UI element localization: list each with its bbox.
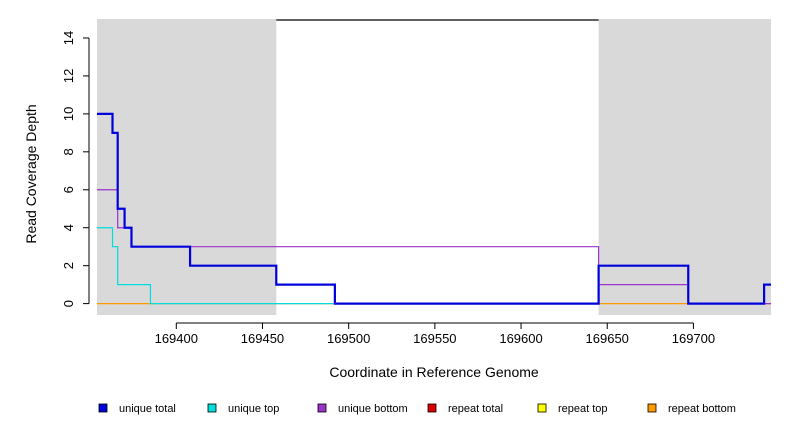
legend-item: repeat top	[537, 403, 608, 415]
x-tick-label: 169600	[499, 331, 542, 346]
axes: 169400 169450 169500 169550 169600 169650 1697…	[61, 31, 715, 346]
x-tick-label: 169400	[155, 331, 198, 346]
x-tick-label: 169650	[586, 331, 629, 346]
legend-item: repeat bottom	[647, 403, 736, 415]
legend-swatch	[647, 403, 657, 413]
legend-swatch	[98, 403, 108, 413]
x-tick-label: 169450	[241, 331, 284, 346]
legend-label: repeat total	[448, 403, 503, 415]
legend-item: unique top	[207, 403, 279, 415]
legend-item: unique bottom	[317, 403, 408, 415]
y-tick-label: 10	[61, 107, 76, 121]
legend: unique total unique top unique bottom repea…	[98, 403, 736, 415]
legend-swatch	[537, 403, 547, 413]
y-tick-label: 2	[61, 262, 76, 269]
shaded-regions	[97, 19, 771, 315]
legend-label: repeat top	[558, 403, 608, 415]
legend-label: unique bottom	[338, 403, 408, 415]
shaded-region	[598, 19, 771, 315]
y-tick-label: 4	[61, 224, 76, 231]
y-tick-label: 0	[61, 300, 76, 307]
series-line	[97, 112, 771, 305]
y-tick-label: 8	[61, 148, 76, 155]
x-tick-label: 169500	[327, 331, 370, 346]
series-line	[97, 227, 335, 305]
legend-swatch	[427, 403, 437, 413]
y-tick-label: 6	[61, 186, 76, 193]
shaded-region	[97, 19, 277, 315]
y-tick-label: 12	[61, 69, 76, 83]
legend-label: unique top	[228, 403, 279, 415]
legend-label: repeat bottom	[668, 403, 736, 415]
series-lines	[97, 112, 771, 305]
legend-item: unique total	[98, 403, 176, 415]
x-axis-label: Coordinate in Reference Genome	[329, 364, 539, 380]
y-axis-label: Read Coverage Depth	[23, 104, 39, 243]
y-tick-label: 14	[61, 31, 76, 45]
x-tick-label: 169700	[672, 331, 715, 346]
legend-label: unique total	[119, 403, 176, 415]
legend-swatch	[207, 403, 217, 413]
legend-item: repeat total	[427, 403, 503, 415]
x-tick-label: 169550	[413, 331, 456, 346]
legend-swatch	[317, 403, 327, 413]
